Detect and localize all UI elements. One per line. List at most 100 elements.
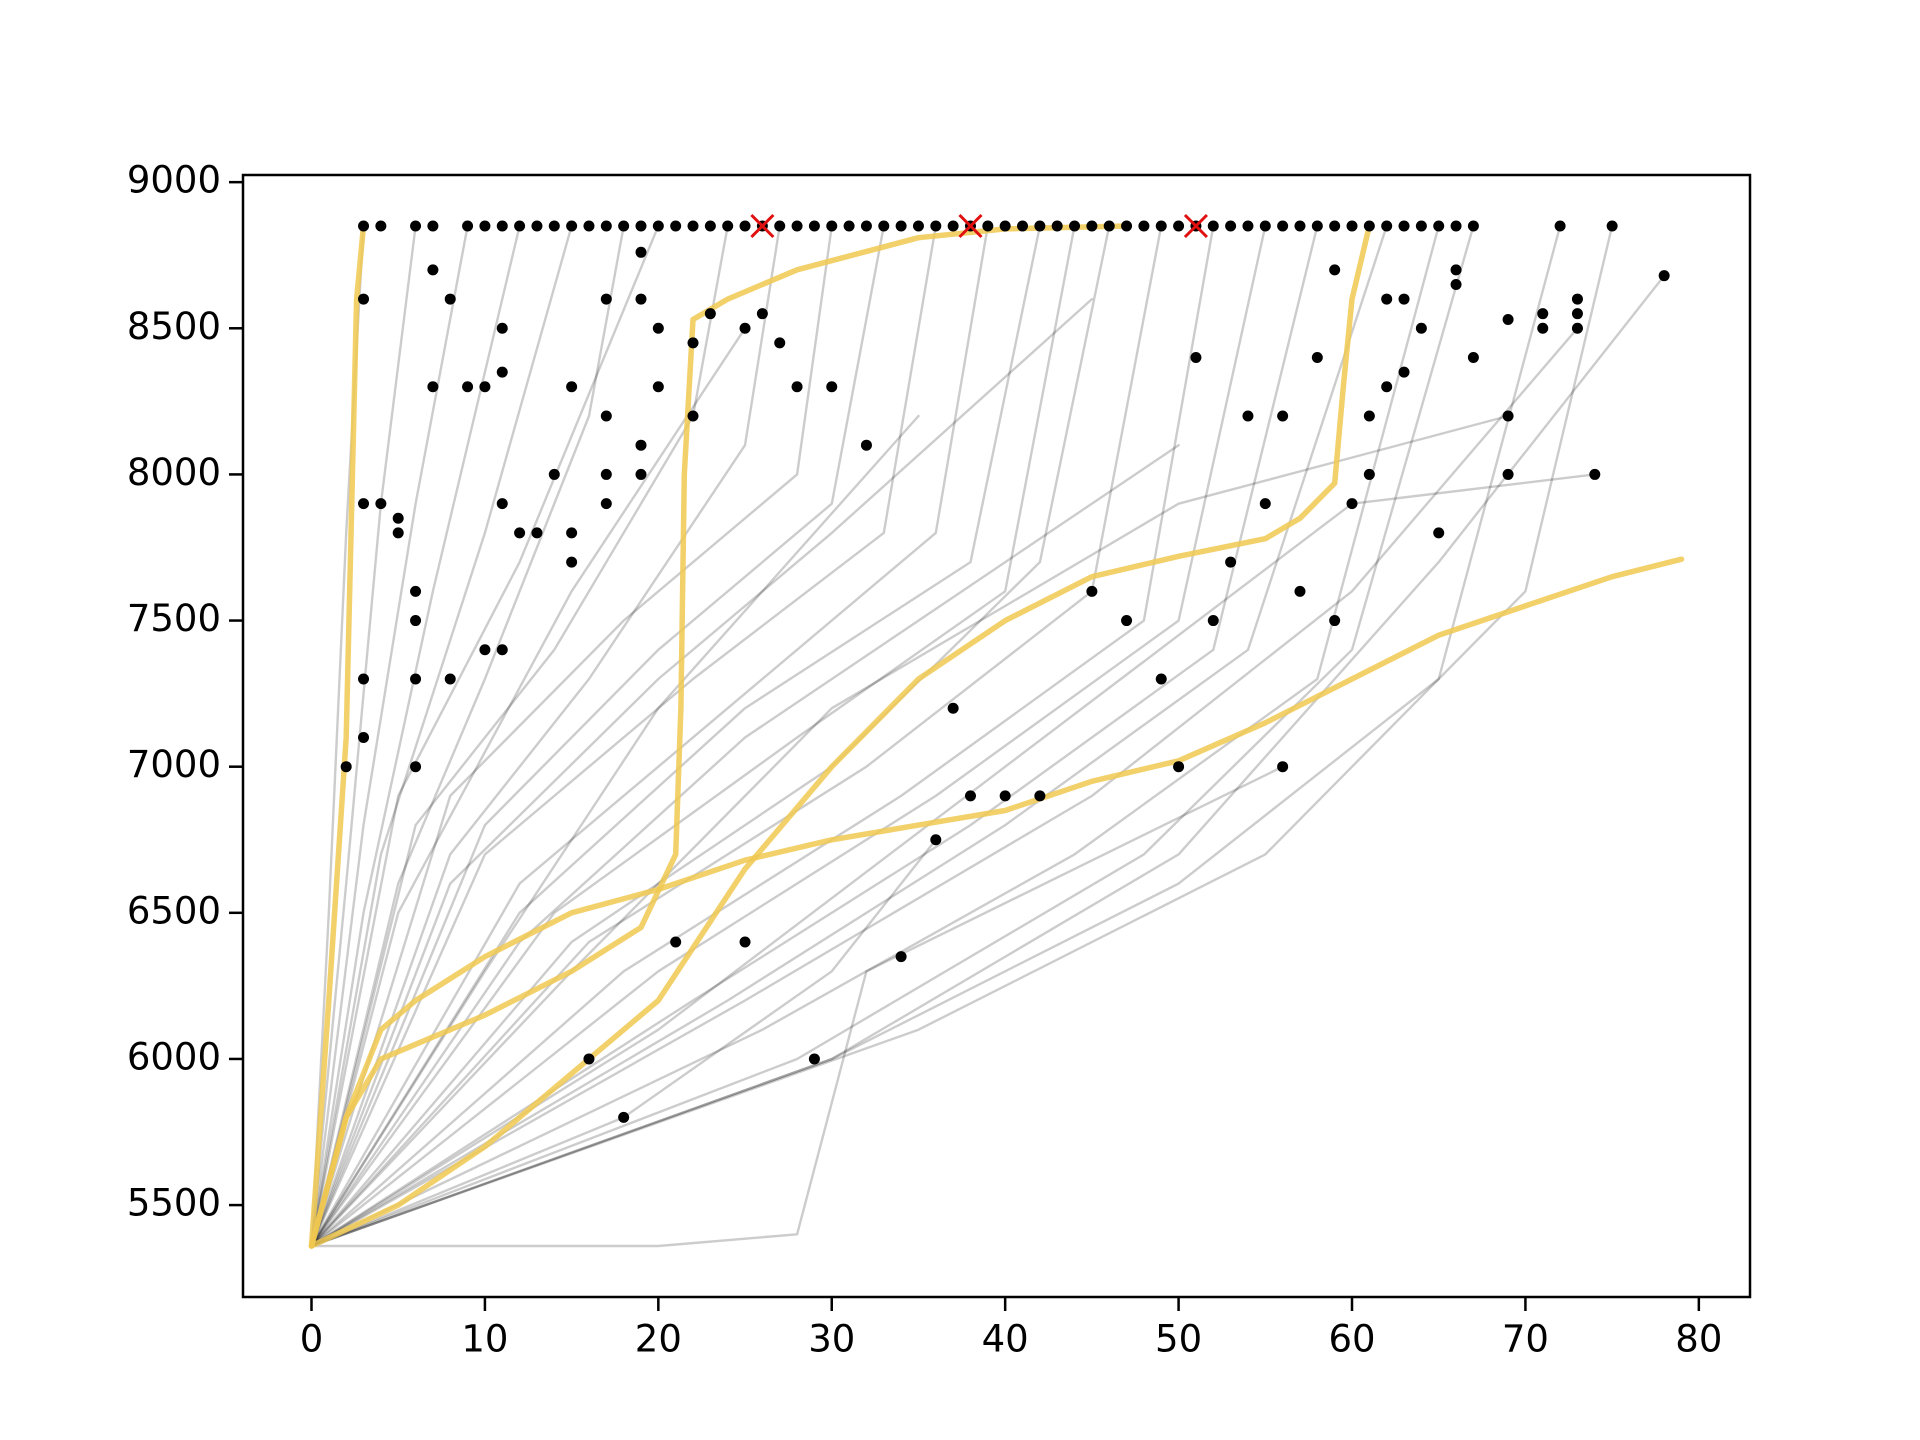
end-point: [652, 220, 664, 232]
end-point: [1277, 220, 1289, 232]
y-tick-label: 7500: [127, 597, 221, 640]
end-point: [1225, 556, 1237, 568]
end-point: [410, 585, 422, 597]
end-point: [1537, 322, 1549, 334]
end-point: [1363, 220, 1375, 232]
end-point: [548, 220, 560, 232]
y-tick-label: 5500: [127, 1182, 221, 1225]
end-point: [1415, 220, 1427, 232]
end-point: [1311, 352, 1323, 364]
end-point: [358, 220, 370, 232]
end-point: [1502, 314, 1514, 326]
end-point: [496, 322, 508, 334]
end-point: [826, 381, 838, 393]
end-point: [704, 308, 716, 320]
end-point: [1398, 366, 1410, 378]
end-point: [1017, 220, 1029, 232]
end-point: [600, 293, 612, 305]
end-point: [566, 556, 578, 568]
end-point: [808, 1053, 820, 1065]
end-point: [600, 498, 612, 510]
y-tick-label: 7000: [127, 743, 221, 786]
end-point: [462, 220, 474, 232]
end-point: [687, 410, 699, 422]
end-point: [583, 1053, 595, 1065]
background-line: [310, 224, 781, 1248]
background-line: [310, 224, 937, 1248]
end-point: [1294, 220, 1306, 232]
end-point: [808, 220, 820, 232]
end-point: [791, 220, 803, 232]
end-point: [566, 527, 578, 539]
end-point: [1155, 220, 1167, 232]
axes-frame: [241, 173, 1752, 1299]
end-point: [427, 264, 439, 276]
end-point: [1086, 220, 1098, 232]
end-point: [583, 220, 595, 232]
background-line: [310, 224, 1614, 1248]
background-line: [310, 327, 747, 1248]
y-tick-label: 9000: [127, 159, 221, 202]
background-line: [310, 765, 1284, 1248]
end-point: [618, 1111, 630, 1123]
end-point: [1207, 220, 1219, 232]
end-point: [479, 381, 491, 393]
end-point: [739, 936, 751, 948]
end-point: [566, 381, 578, 393]
end-point: [410, 673, 422, 685]
y-tick-label: 8000: [127, 451, 221, 494]
end-point: [600, 220, 612, 232]
background-line: [310, 224, 833, 1248]
end-point: [687, 220, 699, 232]
plot-area: [308, 213, 1685, 1249]
x-tick-label: 30: [808, 1318, 855, 1361]
end-point: [860, 439, 872, 451]
background-line: [310, 414, 1510, 1248]
end-point: [1121, 615, 1133, 627]
background-line: [310, 224, 1215, 1248]
end-point: [1450, 264, 1462, 276]
end-point: [774, 220, 786, 232]
highlighted-line: [308, 223, 367, 1249]
end-point: [1363, 468, 1375, 480]
end-point: [704, 220, 716, 232]
end-point: [774, 337, 786, 349]
end-point: [912, 220, 924, 232]
background-line: [310, 224, 625, 1248]
end-point: [358, 293, 370, 305]
end-point: [410, 761, 422, 773]
background-line: [310, 224, 1042, 1248]
end-point: [479, 644, 491, 656]
end-point: [652, 322, 664, 334]
end-point: [375, 498, 387, 510]
end-point: [514, 220, 526, 232]
end-point: [860, 220, 872, 232]
end-point: [1658, 270, 1670, 282]
end-point: [496, 498, 508, 510]
end-point: [531, 220, 543, 232]
y-tick-label: 8500: [127, 305, 221, 348]
highlighted-line: [308, 223, 1373, 1249]
end-point: [531, 527, 543, 539]
end-point: [635, 468, 647, 480]
end-point: [1537, 308, 1549, 320]
background-line: [310, 473, 1596, 1248]
end-point: [1329, 264, 1341, 276]
highlighted-line: [308, 556, 1685, 1249]
end-point: [1329, 615, 1341, 627]
best-point: [958, 213, 983, 239]
end-point: [722, 220, 734, 232]
end-point: [635, 439, 647, 451]
background-line: [310, 327, 1579, 1248]
background-line: [310, 274, 1666, 1248]
end-point: [1398, 220, 1410, 232]
end-point: [1277, 410, 1289, 422]
end-point: [1173, 220, 1185, 232]
end-point: [496, 366, 508, 378]
end-point: [1381, 381, 1393, 393]
end-point: [392, 527, 404, 539]
end-point: [1329, 220, 1341, 232]
end-point: [410, 220, 422, 232]
